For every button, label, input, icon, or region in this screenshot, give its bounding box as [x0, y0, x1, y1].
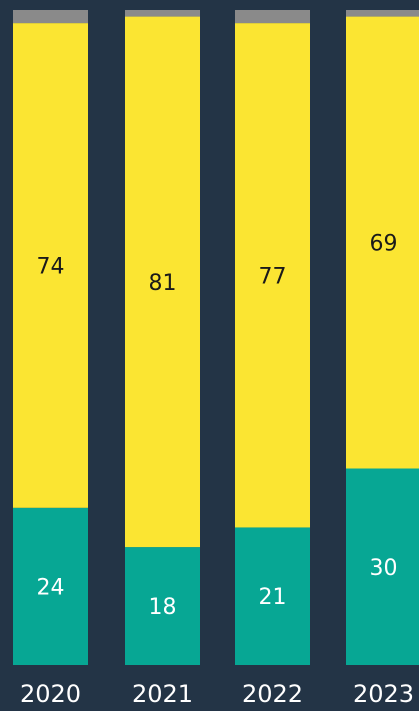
data-labels-group: 24 74 18 81 21 77 30 69 — [37, 232, 398, 621]
bar-segment-teal-2023 — [346, 468, 419, 665]
data-label-middle-2021: 81 — [149, 271, 177, 296]
x-axis-ticks-group: 2020 2021 2022 2023 — [20, 680, 414, 708]
bars-group — [13, 10, 419, 665]
x-tick-label-2022: 2022 — [242, 680, 303, 708]
bar-segment-yellow-2023 — [346, 16, 419, 469]
bar-segment-yellow-2020 — [13, 23, 88, 508]
bar-segment-yellow-2021 — [125, 16, 200, 548]
data-label-bottom-2020: 24 — [37, 575, 65, 600]
bar-segment-grey-2023 — [346, 10, 419, 17]
data-label-bottom-2021: 18 — [149, 595, 177, 620]
bar-segment-teal-2022 — [235, 527, 310, 665]
bar-segment-grey-2022 — [235, 10, 310, 24]
bar-segment-grey-2021 — [125, 10, 200, 17]
data-label-middle-2020: 74 — [37, 254, 65, 279]
x-tick-label-2023: 2023 — [353, 680, 414, 708]
data-label-bottom-2023: 30 — [370, 556, 398, 581]
x-tick-label-2020: 2020 — [20, 680, 81, 708]
bar-segment-teal-2021 — [125, 547, 200, 665]
data-label-bottom-2022: 21 — [259, 585, 287, 610]
bar-segment-yellow-2022 — [235, 23, 310, 528]
x-tick-label-2021: 2021 — [132, 680, 193, 708]
data-label-middle-2022: 77 — [259, 264, 287, 289]
bar-segment-grey-2020 — [13, 10, 88, 24]
bar-segment-teal-2020 — [13, 507, 88, 665]
data-label-middle-2023: 69 — [370, 232, 398, 257]
